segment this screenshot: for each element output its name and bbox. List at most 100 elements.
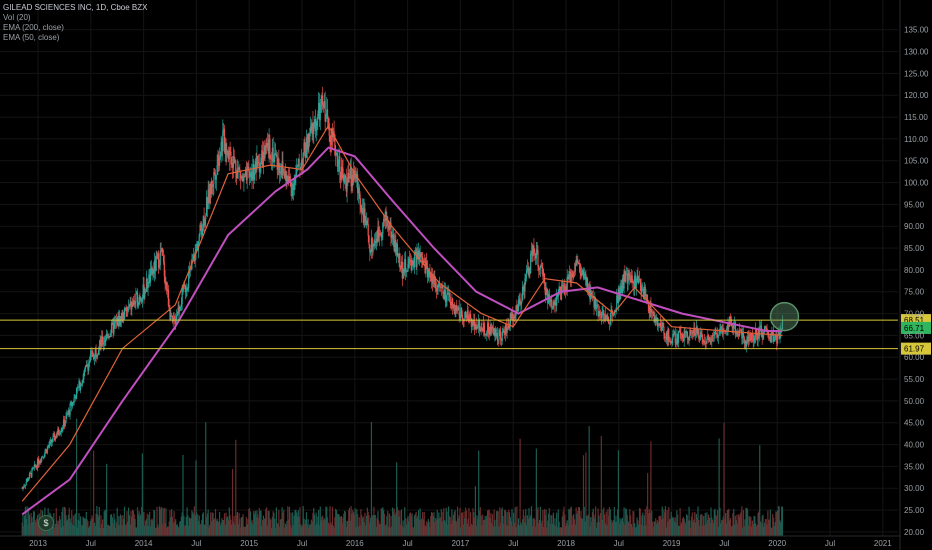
highlight-circle[interactable] (769, 301, 800, 332)
candle-body (188, 270, 191, 274)
legend-volume[interactable]: Vol (20) (3, 13, 31, 22)
candle-body (770, 335, 772, 342)
volume-bar (734, 515, 736, 536)
candle-body (24, 485, 27, 486)
candle-body (257, 156, 259, 162)
volume-bar (98, 507, 100, 536)
candle-body (180, 304, 182, 307)
candle-body (307, 133, 309, 150)
candle-body (640, 282, 642, 293)
candle-body (742, 332, 745, 338)
volume-bar (514, 507, 516, 536)
candle-body (316, 118, 318, 127)
candle-body (601, 311, 603, 318)
volume-bar (755, 523, 757, 536)
candle-body (434, 276, 436, 284)
volume-bar (488, 509, 490, 536)
candle-body (226, 154, 228, 156)
volume-bar (328, 524, 330, 536)
candle-body (186, 288, 188, 290)
candle-body (755, 328, 758, 336)
volume-bar (725, 512, 727, 536)
volume-bar (675, 522, 677, 536)
candle-body (494, 329, 496, 337)
volume-bar (99, 527, 101, 536)
volume-bar (228, 507, 230, 536)
volume-bar (326, 517, 329, 536)
candle-body (240, 172, 242, 179)
legend-ema-50[interactable]: EMA (50, close) (3, 33, 60, 42)
candle-body (564, 286, 567, 293)
candle-body (750, 334, 752, 341)
volume-bar (780, 522, 782, 536)
candle-body (28, 478, 30, 481)
volume-bar (130, 511, 132, 536)
candle-body (146, 278, 148, 288)
volume-bar (539, 506, 542, 536)
candle-body (690, 330, 693, 332)
volume-bar (321, 516, 323, 536)
volume-bar (144, 525, 146, 536)
volume-bar (636, 517, 638, 536)
candle-body (629, 275, 631, 279)
volume-bar (352, 512, 355, 536)
candle-body (536, 249, 538, 251)
candle-body (268, 139, 270, 154)
legend-ema-200[interactable]: EMA (200, close) (3, 23, 64, 32)
candle-body (138, 297, 140, 305)
volume-bar (145, 520, 147, 536)
candle-body (607, 316, 609, 321)
volume-bar (586, 516, 588, 536)
volume-bar (90, 518, 92, 536)
candle-body (673, 334, 675, 335)
last-price-badge (901, 321, 931, 334)
candle-body (409, 260, 412, 262)
legend-symbol[interactable]: GILEAD SCIENCES INC, 1D, Cboe BZX (3, 3, 148, 12)
candle-body (608, 323, 611, 325)
candle-body (296, 164, 299, 167)
candle-body (562, 285, 564, 287)
volume-bar (629, 515, 632, 536)
dividend-marker[interactable]: $ (38, 515, 54, 531)
volume-bar (76, 527, 78, 536)
volume-bar (763, 526, 765, 536)
volume-bar (434, 522, 436, 536)
volume-bar (586, 515, 589, 536)
volume-bar (296, 512, 298, 536)
candle-body (305, 152, 307, 158)
candle-body (342, 168, 344, 181)
volume-bar (258, 507, 260, 536)
volume-bar (156, 506, 158, 536)
volume-bar (500, 523, 502, 536)
volume-bar (594, 518, 596, 536)
y-tick-label: 135.00 (904, 26, 929, 35)
x-tick-label: Jul (825, 539, 835, 548)
volume-bar (767, 510, 769, 536)
volume-bar (694, 512, 696, 536)
volume-bar (603, 514, 606, 536)
candle-body (371, 238, 373, 252)
x-tick-label: 2015 (240, 539, 258, 548)
volume-bar (312, 512, 314, 536)
candle-body (430, 274, 433, 282)
volume-bar (448, 506, 450, 536)
volume-bar (364, 512, 366, 536)
volume-bar (710, 507, 712, 536)
volume-bar (163, 507, 165, 536)
candle-body (155, 256, 157, 271)
volume-bar (125, 524, 127, 536)
candle-body (197, 241, 200, 251)
volume-bar (305, 512, 308, 536)
candle-body (596, 304, 598, 308)
volume-bar (377, 511, 379, 536)
y-tick-label: 40.00 (904, 441, 925, 450)
candle-body (252, 164, 254, 180)
candle-body (320, 104, 322, 106)
volume-bar (170, 517, 172, 536)
volume-bar (435, 517, 437, 536)
volume-bar (308, 527, 310, 536)
volume-bar (630, 524, 632, 536)
candle-body (299, 166, 301, 170)
